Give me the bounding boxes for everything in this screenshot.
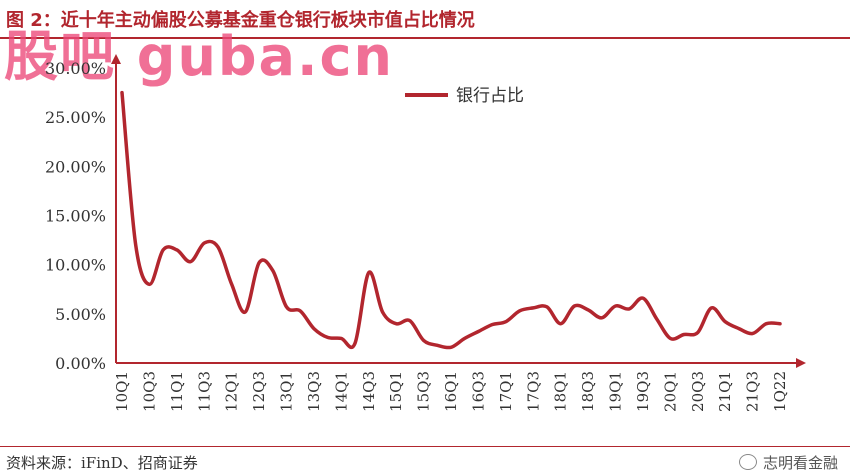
title-divider — [0, 37, 850, 39]
y-tick-label: 10.00% — [45, 256, 106, 275]
legend-label: 银行占比 — [456, 86, 524, 106]
wechat-icon — [738, 454, 757, 470]
x-tick-label: 16Q3 — [469, 371, 487, 412]
x-tick-label: 1Q22 — [771, 371, 789, 412]
x-tick-label: 12Q1 — [223, 371, 241, 412]
x-tick-label: 13Q1 — [278, 371, 296, 412]
x-tick-label: 15Q1 — [387, 371, 405, 412]
series-line-bank-share — [120, 90, 782, 350]
y-tick-label: 5.00% — [55, 305, 106, 324]
y-axis-ticks: 0.00% 5.00% 10.00% 15.00% 20.00% 25.00% 30.00% — [45, 59, 106, 373]
x-tick-label: 12Q3 — [250, 371, 268, 412]
x-tick-label: 20Q3 — [689, 371, 707, 412]
x-tick-label: 20Q1 — [661, 371, 679, 412]
x-tick-label: 14Q3 — [360, 371, 378, 412]
x-tick-label: 17Q3 — [524, 371, 542, 412]
y-tick-label: 25.00% — [45, 108, 106, 127]
x-tick-label: 10Q1 — [113, 371, 131, 412]
source-note: 资料来源：iFinD、招商证券 — [6, 454, 198, 472]
x-tick-label: 13Q3 — [305, 371, 323, 412]
y-tick-label: 15.00% — [45, 207, 106, 226]
x-tick-label: 11Q3 — [195, 371, 213, 412]
x-tick-label: 14Q1 — [332, 371, 350, 412]
brand-name: 志明看金融 — [762, 454, 838, 472]
brand-credit: 志明看金融 — [738, 452, 838, 473]
x-axis-arrow — [796, 358, 806, 368]
footer-divider — [0, 446, 850, 447]
line-chart: 0.00% 5.00% 10.00% 15.00% 20.00% 25.00% 30.00%… — [45, 54, 806, 412]
x-tick-label: 16Q1 — [442, 371, 460, 412]
x-tick-label: 15Q3 — [415, 371, 433, 412]
x-tick-label: 21Q1 — [716, 371, 734, 412]
x-tick-label: 19Q1 — [607, 371, 625, 412]
x-tick-label: 17Q1 — [497, 371, 515, 412]
x-tick-label: 18Q1 — [552, 371, 570, 412]
y-tick-label: 30.00% — [45, 59, 106, 78]
y-axis-arrow — [111, 54, 121, 64]
y-tick-label: 20.00% — [45, 157, 106, 176]
chart-title: 图 2：近十年主动偏股公募基金重仓银行板块市值占比情况 — [6, 10, 475, 31]
y-tick-label: 0.00% — [55, 354, 106, 373]
x-axis-ticks: 10Q1 10Q3 11Q1 11Q3 12Q1 12Q3 13Q1 13Q3 14Q1 14Q3… — [113, 371, 789, 412]
x-tick-label: 10Q3 — [140, 371, 158, 412]
x-tick-label: 21Q3 — [744, 371, 762, 412]
x-tick-label: 18Q3 — [579, 371, 597, 412]
legend: 银行占比 — [405, 86, 524, 106]
x-tick-label: 19Q3 — [634, 371, 652, 412]
x-tick-label: 11Q1 — [168, 371, 186, 412]
